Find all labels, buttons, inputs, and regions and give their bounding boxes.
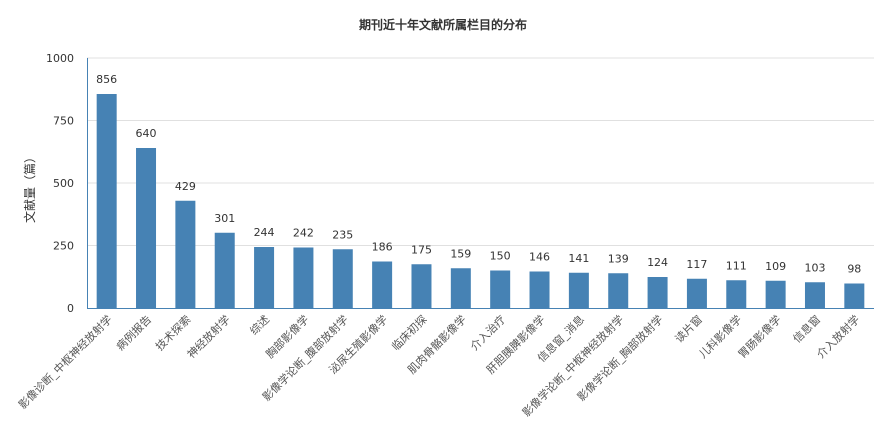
bar <box>175 200 196 308</box>
data-label: 124 <box>647 256 668 269</box>
x-tick-label: 神经放射学 <box>184 312 233 361</box>
bar <box>529 271 550 308</box>
data-label: 159 <box>450 247 471 260</box>
bar <box>844 283 865 308</box>
data-label: 98 <box>847 263 861 276</box>
data-label: 150 <box>490 250 511 263</box>
bar <box>293 247 314 308</box>
data-label: 186 <box>372 241 393 254</box>
bar <box>804 282 825 308</box>
data-label: 640 <box>136 127 157 140</box>
data-label: 244 <box>254 226 275 239</box>
y-axis-ticks: 0 250 500 750 1000 <box>46 52 74 315</box>
x-tick-label: 信息窗 <box>790 312 823 345</box>
data-label: 146 <box>529 251 550 264</box>
y-tick-label: 0 <box>67 302 74 315</box>
x-tick-label: 临床初探 <box>389 312 430 353</box>
x-tick-label: 胃肠影像学 <box>735 312 784 361</box>
x-tick-label: 综述 <box>247 312 272 337</box>
data-label: 301 <box>214 212 235 225</box>
data-label: 139 <box>608 252 629 265</box>
data-label: 109 <box>765 260 786 273</box>
x-tick-label: 技术探索 <box>152 312 193 353</box>
data-label: 141 <box>568 252 589 265</box>
bar <box>372 261 393 308</box>
bar <box>765 280 786 308</box>
data-label: 856 <box>96 73 117 86</box>
bar <box>332 249 353 308</box>
bar <box>647 277 668 308</box>
data-label: 242 <box>293 227 314 240</box>
bar <box>214 232 235 308</box>
data-label: 117 <box>686 258 707 271</box>
bars <box>96 94 865 308</box>
y-axis-label: 文献量（篇） <box>22 151 37 223</box>
y-tick-label: 750 <box>53 115 74 128</box>
data-label: 235 <box>332 228 353 241</box>
bar <box>136 148 157 308</box>
bar <box>608 273 629 308</box>
data-label: 111 <box>726 259 747 272</box>
data-labels: 856 640 429 301 244 242 235 186 175 159 150 146 141 1… <box>96 73 861 276</box>
bar <box>490 270 511 308</box>
x-tick-label: 介入放射学 <box>814 312 863 361</box>
bar <box>411 264 432 308</box>
x-tick-label: 读片窗 <box>672 312 705 345</box>
data-label: 175 <box>411 243 432 256</box>
data-label: 429 <box>175 180 196 193</box>
y-tick-label: 250 <box>53 240 74 253</box>
y-tick-label: 500 <box>53 177 74 190</box>
bar <box>726 280 747 308</box>
bar <box>686 278 707 308</box>
chart-title: 期刊近十年文献所属栏目的分布 <box>359 17 527 32</box>
bar <box>450 268 471 308</box>
bar <box>568 272 589 308</box>
data-label: 103 <box>804 261 825 274</box>
bar <box>254 247 275 308</box>
bar <box>96 94 117 308</box>
y-tick-label: 1000 <box>46 52 74 65</box>
x-tick-label: 影像诊断_中枢神经放射学 <box>15 312 114 411</box>
x-tick-label: 介入治疗 <box>467 312 508 353</box>
x-tick-label: 病例报告 <box>113 312 154 353</box>
gridlines <box>87 57 874 246</box>
